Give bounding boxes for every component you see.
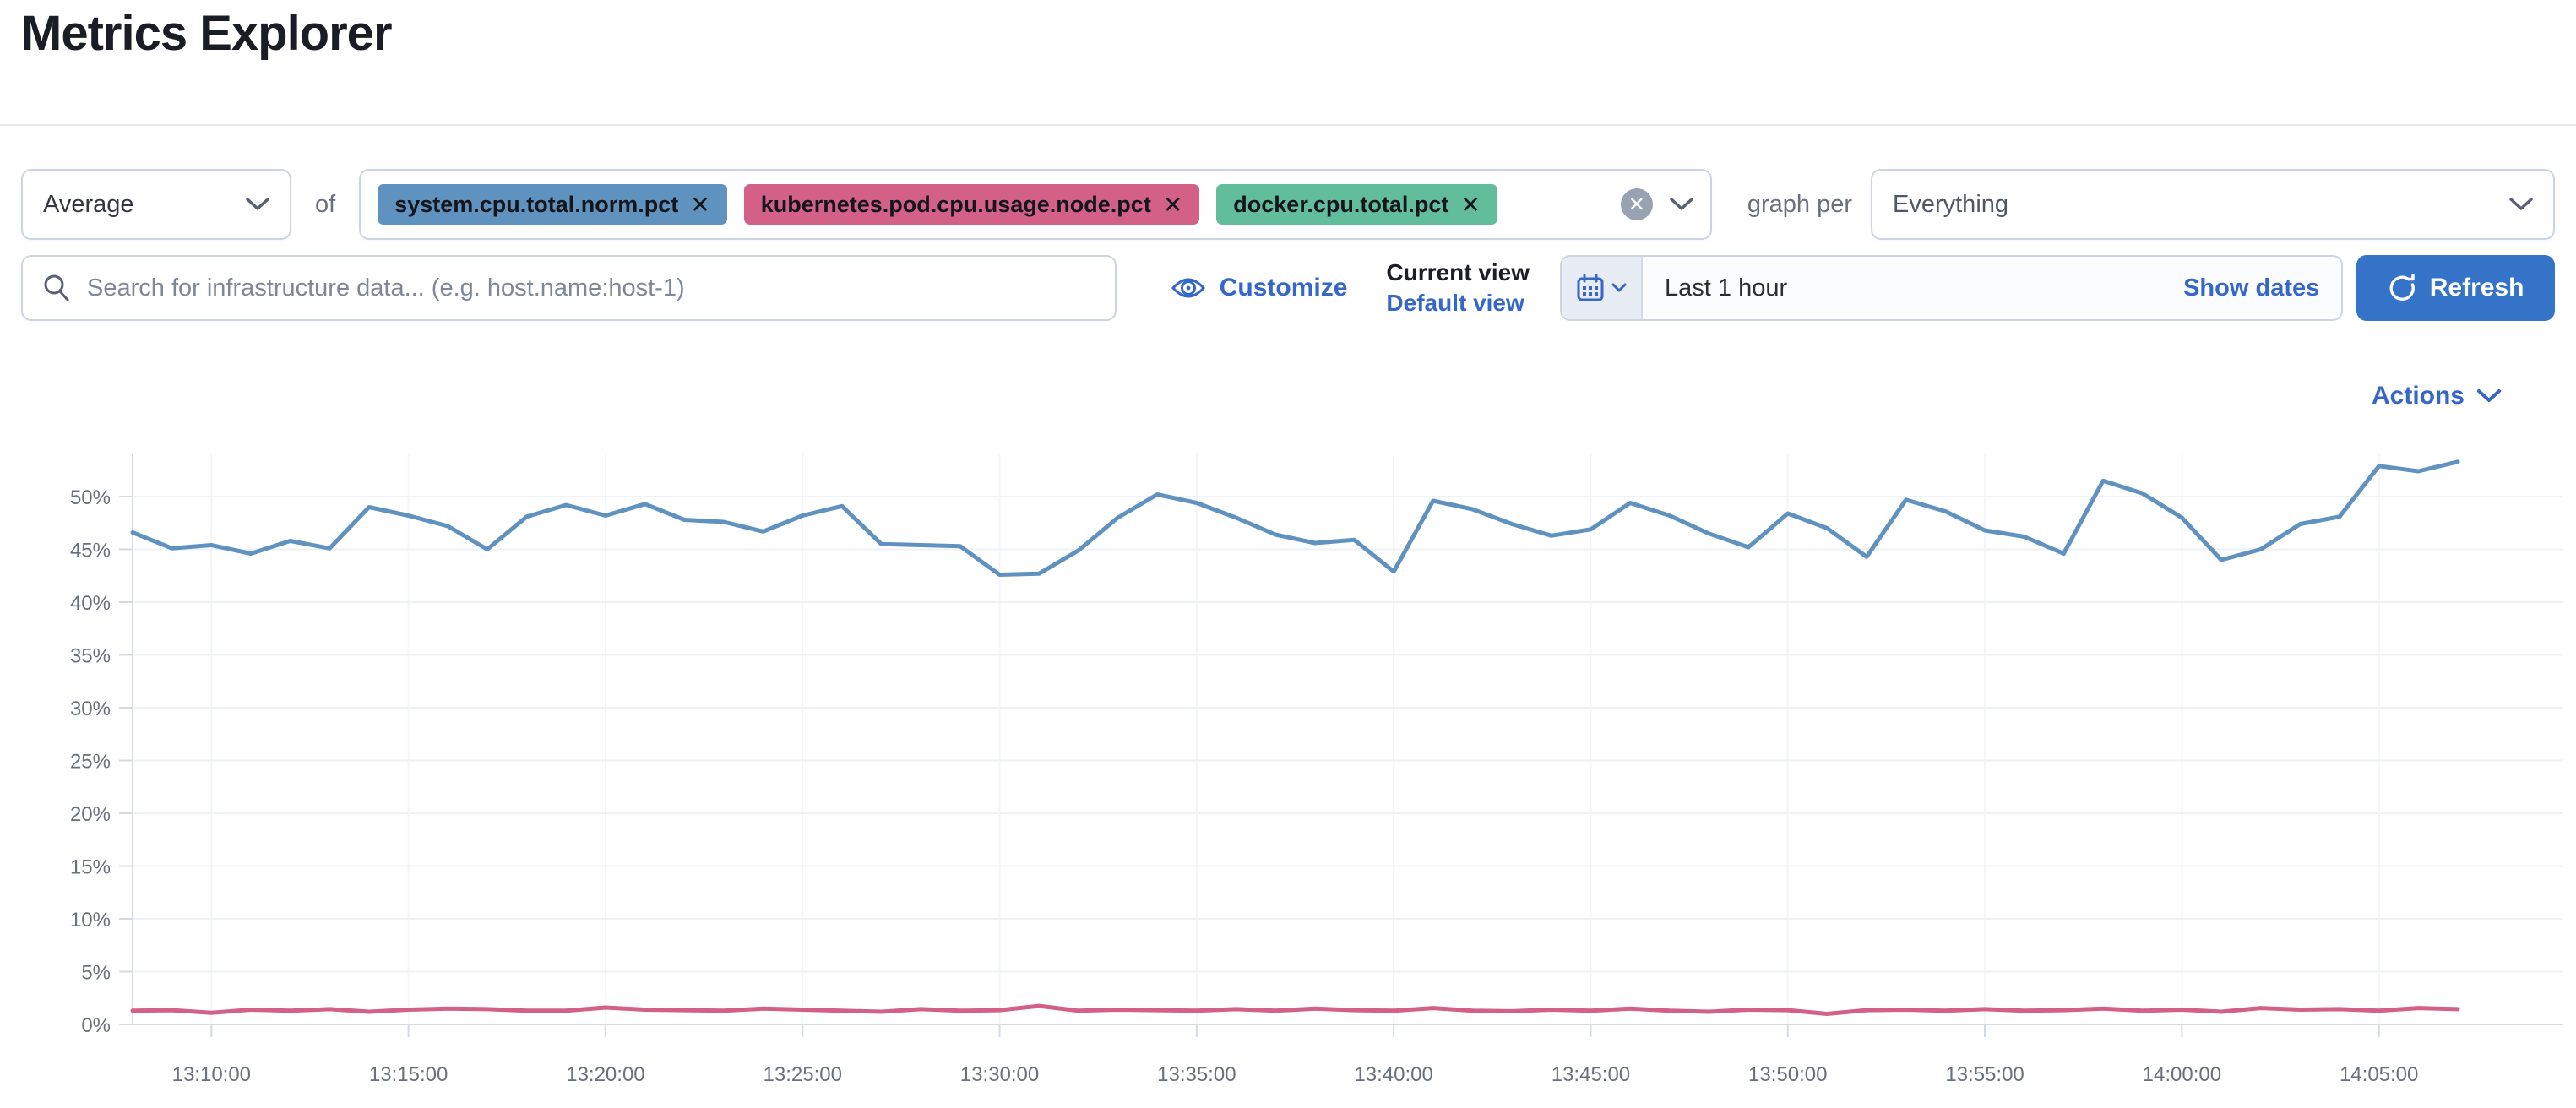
clear-metrics-icon[interactable]: ✕ — [1620, 188, 1653, 220]
metrics-chart: 13:10:00 13:15:00 13:20:00 13:25:00 13:30:00… — [0, 422, 2576, 1108]
y-tick-label: 40% — [70, 592, 111, 615]
metrics-toolbar: Average of system.cpu.total.norm.pct ✕ kub… — [21, 169, 2555, 240]
quick-select-button[interactable] — [1562, 257, 1644, 319]
of-label: of — [315, 190, 336, 218]
aggregation-value: Average — [43, 190, 134, 218]
aggregation-select[interactable]: Average — [21, 169, 291, 240]
chevron-down-icon — [1611, 283, 1627, 292]
actions-menu-button[interactable]: Actions — [2372, 382, 2502, 410]
x-tick-label: 13:40:00 — [1354, 1063, 1432, 1086]
x-tick-label: 13:20:00 — [566, 1063, 644, 1086]
y-tick-label: 20% — [70, 803, 111, 826]
graph-per-label: graph per — [1747, 190, 1852, 218]
chevron-down-icon — [2509, 198, 2533, 210]
series-line — [130, 1003, 2460, 1016]
metric-tag[interactable]: docker.cpu.total.pct ✕ — [1216, 184, 1497, 225]
remove-metric-icon[interactable]: ✕ — [690, 191, 710, 218]
search-field[interactable]: Search for infrastructure data... (e.g. … — [21, 255, 1117, 321]
metric-tag[interactable]: system.cpu.total.norm.pct ✕ — [378, 184, 727, 225]
header-divider — [0, 124, 2576, 126]
search-icon — [44, 274, 69, 301]
combobox-controls: ✕ — [1620, 188, 1693, 220]
show-dates-button[interactable]: Show dates — [2183, 257, 2341, 319]
y-tick-label: 15% — [70, 856, 111, 879]
x-tick-label: 13:30:00 — [960, 1063, 1039, 1086]
filter-toolbar: Search for infrastructure data... (e.g. … — [21, 255, 2555, 321]
refresh-icon — [2389, 274, 2415, 301]
page-title: Metrics Explorer — [21, 6, 393, 61]
x-tick-label: 13:35:00 — [1157, 1063, 1236, 1086]
y-tick-label: 25% — [70, 751, 111, 774]
line-chart-svg: 13:10:00 13:15:00 13:20:00 13:25:00 13:30:00… — [70, 454, 2563, 1086]
search-placeholder: Search for infrastructure data... (e.g. … — [87, 274, 685, 301]
metric-tag[interactable]: kubernetes.pod.cpu.usage.node.pct ✕ — [743, 184, 1200, 225]
eye-icon — [1171, 278, 1205, 298]
metric-tag-list: system.cpu.total.norm.pct ✕ kubernetes.pod… — [378, 184, 1497, 225]
x-tick-label: 13:50:00 — [1748, 1063, 1827, 1086]
y-tick-label: 5% — [81, 962, 111, 985]
y-tick-label: 35% — [70, 645, 111, 668]
time-range-text: Last 1 hour — [1665, 274, 1788, 301]
metric-tag-label: system.cpu.total.norm.pct — [394, 191, 679, 217]
customize-button[interactable]: Customize — [1171, 274, 1348, 302]
refresh-label: Refresh — [2429, 274, 2524, 301]
y-tick-label: 10% — [70, 909, 111, 931]
time-range-picker: Last 1 hour Show dates — [1560, 255, 2344, 321]
time-range-value[interactable]: Last 1 hour — [1643, 257, 2183, 319]
series-line — [130, 459, 2460, 577]
y-tick-label: 50% — [70, 486, 111, 509]
chevron-down-icon[interactable] — [1670, 197, 1693, 212]
x-tick-label: 13:15:00 — [369, 1063, 448, 1086]
calendar-icon — [1577, 274, 1604, 301]
actions-label: Actions — [2371, 382, 2465, 410]
x-tick-label: 13:25:00 — [764, 1063, 842, 1086]
group-by-select[interactable]: Everything — [1871, 169, 2555, 240]
x-tick-label: 13:10:00 — [172, 1063, 251, 1086]
show-dates-label: Show dates — [2183, 274, 2320, 301]
metric-tag-label: docker.cpu.total.pct — [1233, 191, 1449, 217]
default-view-link[interactable]: Default view — [1386, 290, 1524, 316]
current-view-label: Current view — [1386, 259, 1530, 285]
remove-metric-icon[interactable]: ✕ — [1162, 191, 1183, 218]
metric-tag-label: kubernetes.pod.cpu.usage.node.pct — [760, 191, 1151, 217]
x-tick-label: 13:45:00 — [1552, 1063, 1630, 1086]
y-tick-label: 45% — [70, 540, 111, 562]
customize-label: Customize — [1219, 274, 1348, 301]
view-switcher: Current view Default view — [1386, 261, 1530, 315]
x-tick-label: 14:00:00 — [2143, 1063, 2221, 1086]
y-tick-label: 30% — [70, 698, 111, 720]
group-by-value: Everything — [1893, 190, 2009, 218]
x-tick-label: 13:55:00 — [1945, 1063, 2024, 1086]
x-tick-label: 14:05:00 — [2340, 1063, 2418, 1086]
y-tick-label: 0% — [81, 1014, 111, 1037]
remove-metric-icon[interactable]: ✕ — [1460, 191, 1481, 218]
chevron-down-icon — [246, 198, 269, 210]
chevron-down-icon — [2477, 389, 2501, 402]
metrics-combobox[interactable]: system.cpu.total.norm.pct ✕ kubernetes.pod… — [359, 169, 1712, 240]
refresh-button[interactable]: Refresh — [2356, 255, 2555, 321]
